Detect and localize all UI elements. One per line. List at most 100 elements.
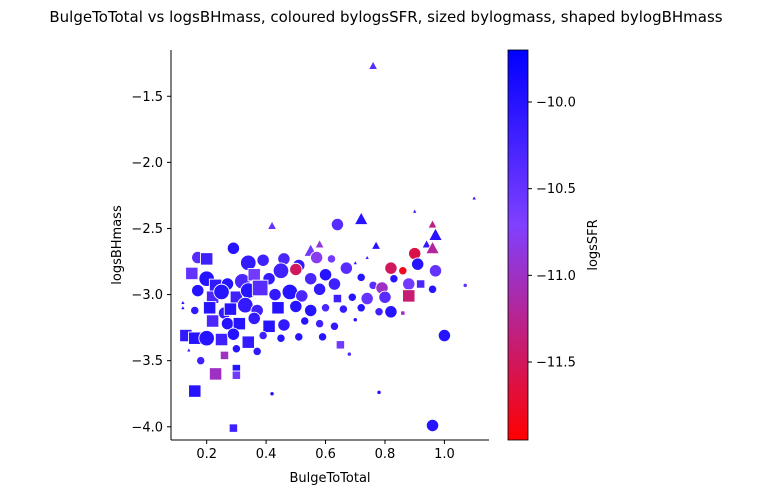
scatter-point-3	[353, 211, 369, 226]
scatter-point-74	[304, 303, 318, 318]
colorbar-tick-label-3: −11.5	[536, 356, 576, 371]
scatter-point-59	[312, 282, 327, 296]
scatter-point-29	[428, 264, 443, 278]
scatter-point-110	[188, 384, 202, 398]
scatter-point-63	[378, 290, 392, 304]
scatter-point-41	[327, 277, 342, 291]
scatter-point-116	[185, 346, 192, 353]
scatter-point-70	[237, 296, 254, 314]
scatter-point-12	[226, 241, 241, 255]
scatter-markers	[179, 60, 478, 433]
scatter-point-35	[247, 268, 261, 282]
scatter-point-77	[356, 303, 366, 313]
scatter-point-99	[294, 332, 304, 342]
y-tick-label-5: −4.0	[131, 420, 163, 435]
scatter-point-87	[300, 316, 310, 326]
chart-title: BulgeToTotal vs logsBHmass, coloured byl…	[49, 8, 722, 26]
scatter-point-95	[226, 327, 241, 341]
scatter-point-94	[214, 332, 229, 347]
scatter-point-109	[231, 370, 242, 380]
scatter-point-89	[329, 321, 340, 331]
scatter-point-25	[398, 266, 408, 276]
x-tick-label-2: 0.6	[315, 447, 336, 462]
scatter-point-55	[251, 279, 269, 297]
scatter-point-52	[213, 283, 230, 301]
scatter-point-111	[228, 423, 239, 433]
colorbar-tick-label-2: −11.0	[536, 269, 576, 284]
scatter-point-76	[338, 304, 349, 314]
colorbar-tick-label-0: −10.0	[536, 96, 576, 111]
scatter-point-66	[190, 305, 200, 316]
scatter-point-27	[411, 257, 425, 271]
scatter-point-106	[252, 346, 262, 357]
scatter-point-85	[262, 319, 276, 333]
colorbar-ticks: −10.0 −10.5 −11.0 −11.5	[528, 96, 576, 371]
scatter-point-100	[317, 332, 328, 342]
scatter-point-65	[179, 304, 187, 311]
scatter-point-0	[367, 60, 379, 70]
colorbar-gradient	[507, 49, 529, 441]
scatter-point-47	[415, 279, 426, 289]
x-axis-ticks: 0.2 0.4 0.6 0.8 1.0	[196, 440, 455, 462]
scatter-point-9	[370, 239, 382, 250]
scatter-point-78	[374, 307, 384, 317]
scatter-point-37	[272, 262, 290, 280]
scatter-point-58	[295, 289, 309, 303]
x-axis-label: BulgeToTotal	[289, 471, 370, 486]
scatter-point-101	[335, 340, 346, 350]
scatter-point-24	[384, 261, 398, 275]
scatter-point-6	[427, 218, 438, 229]
colorbar-tick-label-1: −10.5	[536, 182, 576, 197]
scatter-point-112	[425, 418, 440, 433]
scatter-point-98	[276, 333, 286, 343]
y-tick-label-2: −2.5	[131, 222, 163, 237]
scatter-point-20	[326, 254, 337, 264]
scatter-point-73	[289, 299, 303, 314]
scatter-point-14	[200, 252, 214, 266]
colorbar-label: logsSFR	[586, 219, 601, 270]
scatter-point-67	[202, 301, 217, 315]
x-tick-label-1: 0.4	[256, 447, 277, 462]
scatter-point-19	[309, 250, 324, 265]
scatter-point-56	[268, 287, 282, 302]
scatter-point-46	[402, 277, 416, 291]
y-tick-label-1: −2.0	[131, 156, 163, 171]
scatter-point-83	[232, 317, 247, 331]
scatter-point-22	[352, 259, 359, 266]
scatter-point-64	[402, 289, 416, 303]
scatter-point-96	[241, 335, 255, 349]
scatter-point-10	[314, 238, 325, 249]
scatter-point-80	[400, 310, 406, 316]
scatter-point-16	[256, 253, 270, 267]
scatter-point-50	[191, 283, 205, 298]
scatter-point-72	[271, 301, 285, 315]
scatter-point-84	[247, 311, 261, 326]
scatter-point-114	[376, 389, 382, 396]
scatter-point-97	[258, 330, 268, 341]
y-axis-ticks: −1.5 −2.0 −2.5 −3.0 −3.5 −4.0	[131, 90, 171, 435]
x-tick-label-4: 1.0	[434, 447, 455, 462]
scatter-point-28	[425, 240, 441, 255]
scatter-point-61	[347, 292, 357, 302]
scatter-point-8	[421, 238, 432, 249]
scatter-point-115	[346, 351, 352, 357]
scatter-point-7	[427, 227, 444, 241]
x-tick-label-0: 0.2	[196, 447, 217, 462]
scatter-point-39	[304, 272, 318, 286]
scatter-point-49	[462, 282, 468, 288]
scatter-point-60	[332, 293, 343, 304]
scatter-point-105	[231, 344, 242, 354]
scatter-point-42	[356, 272, 366, 283]
scatter-point-48	[427, 284, 438, 294]
scatter-point-21	[339, 261, 353, 275]
scatter-point-117	[179, 299, 187, 305]
scatter-point-79	[384, 305, 398, 319]
x-tick-label-3: 0.8	[375, 447, 396, 462]
scatter-point-40	[318, 268, 333, 282]
y-tick-label-3: −3.0	[131, 288, 163, 303]
scatter-point-107	[208, 367, 223, 381]
scatter-point-103	[196, 356, 206, 366]
y-tick-label-0: −1.5	[131, 90, 163, 105]
scatter-point-30	[185, 266, 199, 281]
